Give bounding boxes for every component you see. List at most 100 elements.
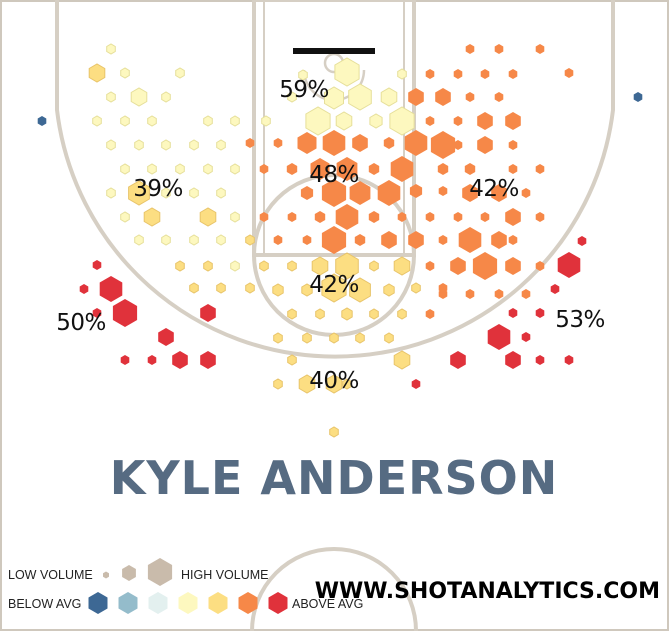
shot-hex xyxy=(79,284,89,294)
shot-hex xyxy=(134,139,144,151)
shot-hex xyxy=(161,139,171,151)
shot-hex xyxy=(494,92,504,102)
shot-hex xyxy=(189,282,199,294)
shot-hex xyxy=(322,130,346,156)
shot-hex xyxy=(175,67,185,79)
shot-hex xyxy=(92,308,102,318)
shot-hex xyxy=(230,211,240,223)
shot-hex xyxy=(462,184,478,202)
shot-hex xyxy=(577,236,587,246)
shot-hex xyxy=(120,163,130,175)
shot-hex xyxy=(324,86,344,110)
shot-hex xyxy=(336,157,358,181)
shot-hex xyxy=(508,235,518,245)
shot-hex xyxy=(245,138,255,148)
shot-hex xyxy=(341,307,353,321)
shot-hex xyxy=(521,289,531,299)
shot-hex xyxy=(259,260,269,272)
shot-hex xyxy=(216,282,226,294)
shot-hex xyxy=(99,276,123,302)
shot-hex xyxy=(37,116,47,126)
shot-hexes xyxy=(37,43,643,438)
shot-hex xyxy=(453,212,463,222)
shot-hex xyxy=(287,212,297,222)
shot-hex xyxy=(287,260,297,272)
shot-hex xyxy=(438,186,448,196)
shot-hex xyxy=(287,354,297,366)
zone-label-above-break-three: 40% xyxy=(309,368,359,394)
shot-hex xyxy=(189,234,199,246)
shot-hex xyxy=(335,252,359,280)
shot-hex xyxy=(425,69,435,79)
shot-hex xyxy=(355,332,365,344)
shot-hex xyxy=(335,111,353,131)
shot-hex xyxy=(230,163,240,175)
shot-hex xyxy=(106,91,116,103)
shot-hex xyxy=(259,212,269,222)
shot-hex xyxy=(491,231,507,249)
shot-hex xyxy=(273,235,283,245)
shot-hex xyxy=(315,308,325,320)
legend-color-hex xyxy=(268,592,288,614)
zone-labels: 59% 48% 39% 42% 42% 50% 53% 40% xyxy=(56,77,605,394)
shot-hex xyxy=(425,309,435,319)
shot-hex xyxy=(535,355,545,365)
shot-hex xyxy=(216,187,226,199)
shot-hex xyxy=(175,260,185,272)
legend-color-hex xyxy=(118,592,138,614)
shot-hex xyxy=(438,283,448,293)
shot-hex xyxy=(505,112,521,130)
shot-hex xyxy=(273,332,283,344)
shot-hex xyxy=(389,106,415,136)
shot-hex xyxy=(380,87,398,107)
shot-hex xyxy=(298,69,308,81)
shot-hex xyxy=(465,289,475,299)
shot-hex xyxy=(404,130,428,156)
shot-hex xyxy=(453,116,463,126)
shot-hex xyxy=(321,179,347,207)
shot-hex xyxy=(505,351,521,369)
shot-hex xyxy=(158,328,174,346)
shot-hex xyxy=(112,299,138,327)
legend-volume-small-hex xyxy=(103,571,109,579)
shot-hex xyxy=(393,350,411,370)
shot-hex xyxy=(477,136,493,154)
shot-hex xyxy=(508,164,518,174)
shot-hex xyxy=(199,207,217,227)
shot-hex xyxy=(535,261,545,271)
legend-color-hex xyxy=(148,592,168,614)
shot-hex xyxy=(203,115,213,127)
shot-hex xyxy=(564,355,574,365)
shot-hex xyxy=(259,164,269,174)
legend-volume-large-hex xyxy=(147,558,173,586)
shot-hex xyxy=(508,69,518,79)
shot-hex xyxy=(381,231,397,249)
shot-hex xyxy=(297,132,317,154)
shot-hex xyxy=(450,257,466,275)
shot-hex xyxy=(494,44,504,54)
shot-hex xyxy=(172,351,188,369)
shot-hex xyxy=(273,138,283,148)
shot-hex xyxy=(508,308,518,318)
shot-hex xyxy=(465,92,475,102)
shot-hex xyxy=(384,332,394,344)
zone-label-left-midrange: 39% xyxy=(133,176,183,202)
shot-hex xyxy=(491,184,507,202)
shot-hex xyxy=(494,289,504,299)
shot-hex xyxy=(120,67,130,79)
shot-hex xyxy=(216,139,226,151)
shot-hex xyxy=(450,351,466,369)
shot-hex xyxy=(557,252,581,278)
shot-hex xyxy=(310,158,330,180)
legend-high-volume: HIGH VOLUME xyxy=(181,568,269,582)
shot-hex xyxy=(390,156,414,182)
shot-hex xyxy=(487,324,511,350)
shot-hex xyxy=(329,332,339,344)
shot-hex xyxy=(342,378,352,390)
shot-hex xyxy=(273,378,283,390)
shot-hex xyxy=(354,234,366,246)
shot-hex xyxy=(286,163,298,175)
shot-hex xyxy=(203,163,213,175)
shot-hex xyxy=(287,91,297,103)
